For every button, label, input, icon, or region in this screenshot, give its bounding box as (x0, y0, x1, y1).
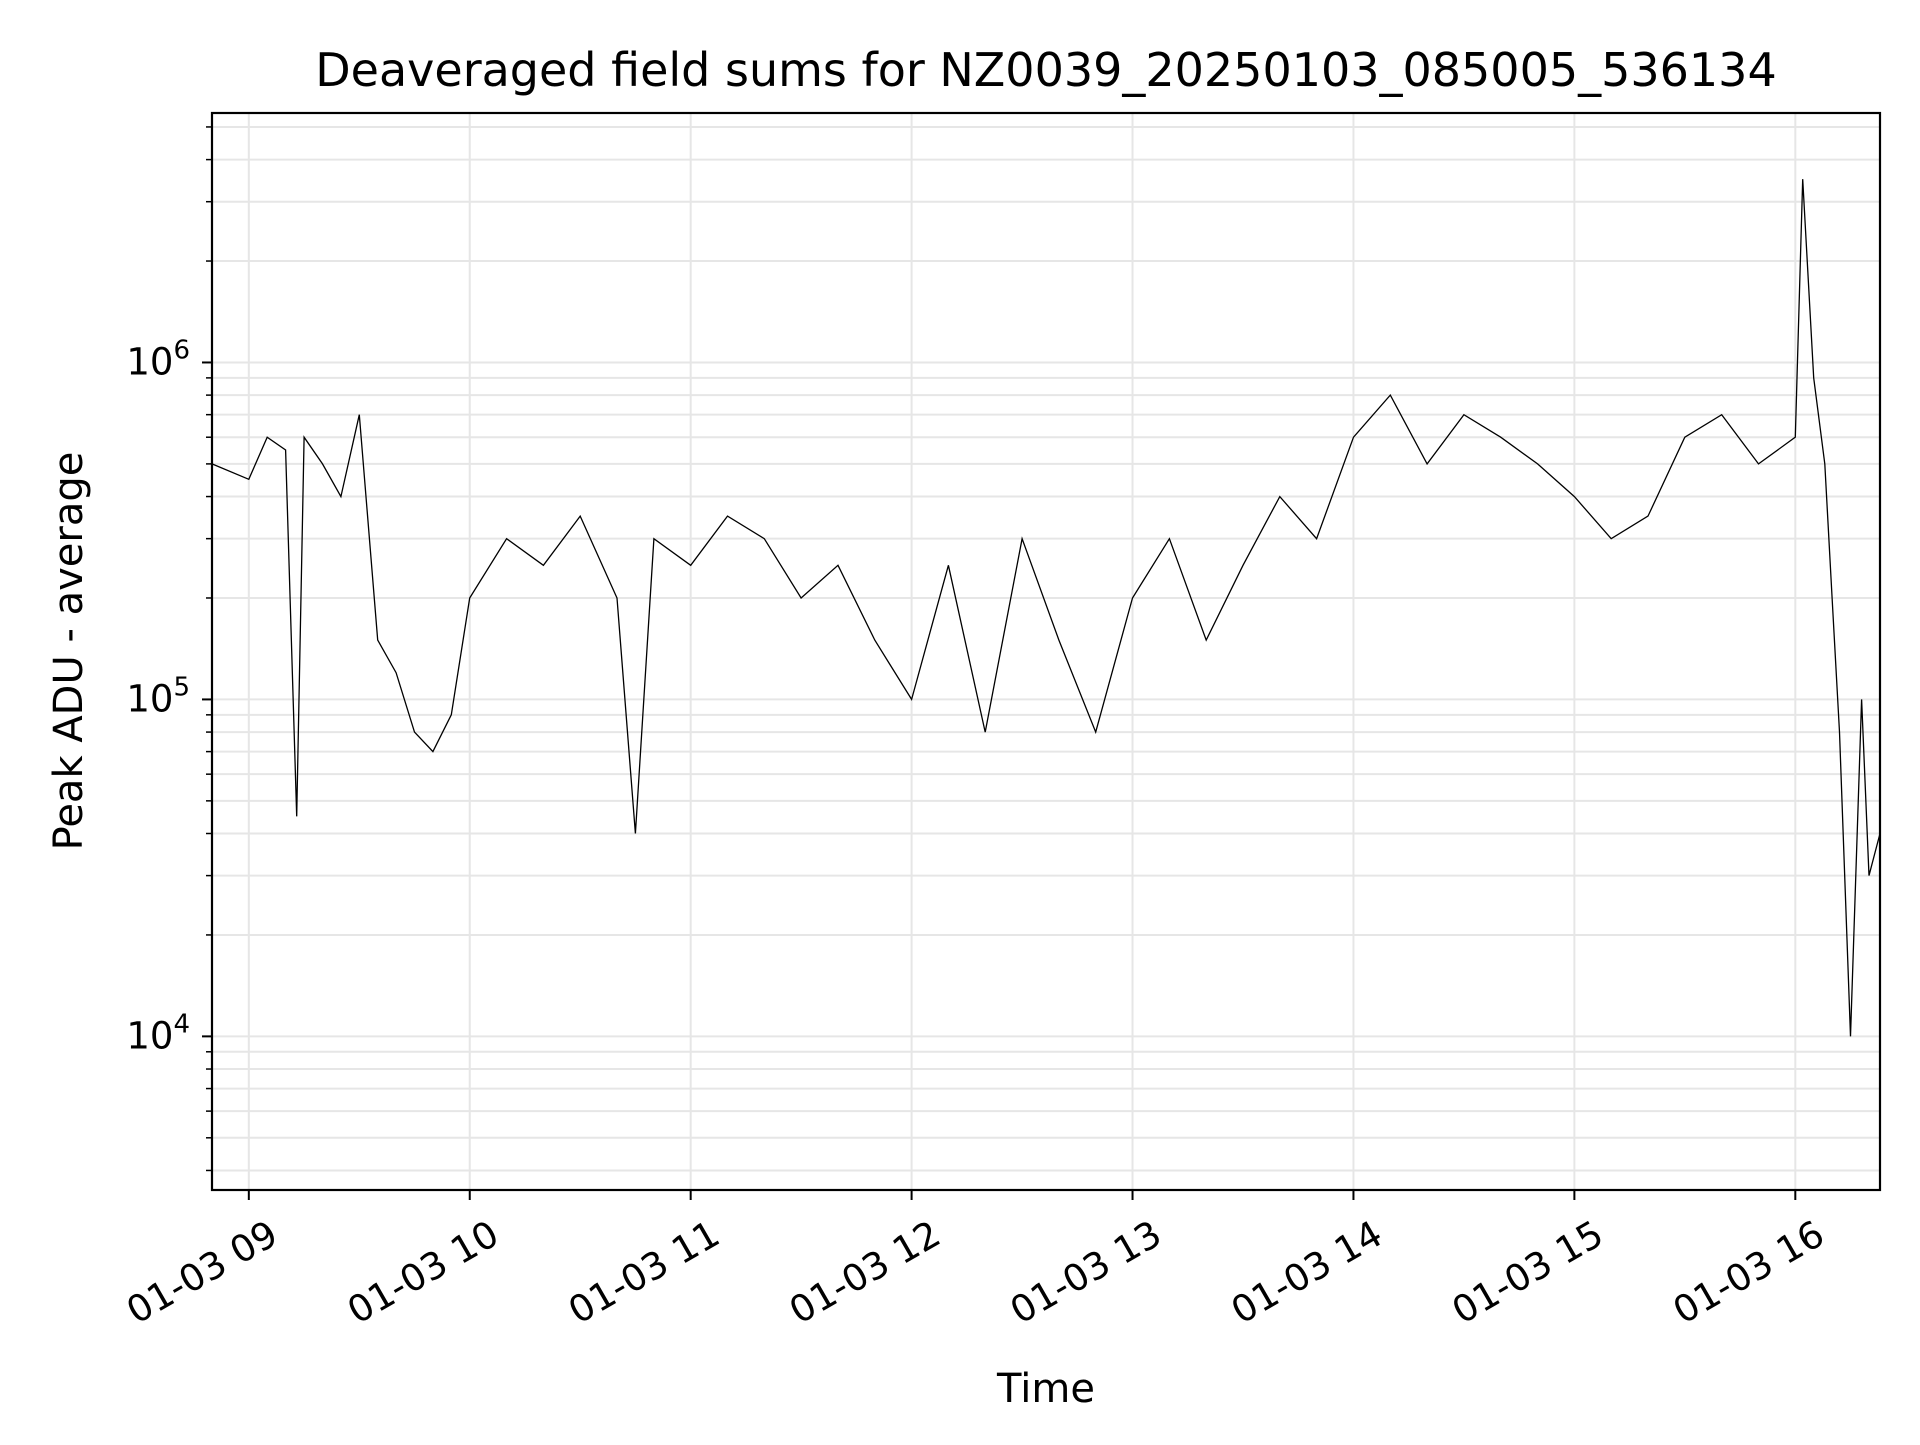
y-tick-label: 104 (126, 1009, 190, 1057)
data-series-line (211, 179, 1881, 1037)
y-axis-label: Peak ADU - average (46, 452, 92, 851)
chart-title: Deaveraged field sums for NZ0039_2025010… (315, 43, 1776, 97)
plot-frame (210, 111, 1882, 1192)
x-axis-label: Time (996, 1366, 1095, 1412)
grid-lines (212, 113, 1880, 1190)
y-tick-label: 105 (126, 672, 190, 720)
y-tick-label: 106 (126, 335, 190, 383)
